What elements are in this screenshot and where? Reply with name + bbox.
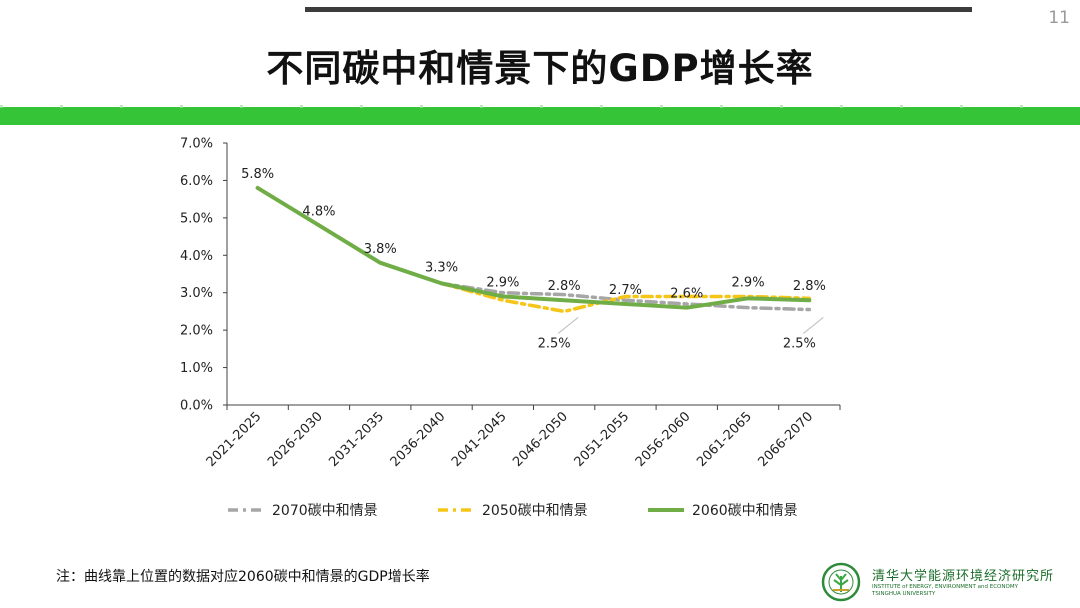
data-label: 2.8% — [548, 279, 581, 294]
data-label: 2.5% — [538, 336, 571, 351]
institution-name-cn: 清华大学能源环境经济研究所 — [872, 569, 1055, 584]
x-tick-label: 2046-2050 — [510, 409, 571, 470]
tsinghua-3e-logo-icon — [821, 562, 861, 602]
y-tick-label: 1.0% — [180, 361, 213, 376]
footnote: 注：曲线靠上位置的数据对应2060碳中和情景的GDP增长率 — [56, 569, 430, 585]
data-label: 2.8% — [793, 279, 826, 294]
institution-name: 清华大学能源环境经济研究所 INSTITUTE of ENERGY, ENVIR… — [872, 565, 1072, 598]
y-tick-label: 4.0% — [180, 249, 213, 264]
series-line-1 — [255, 186, 812, 312]
institution-name-en: INSTITUTE of ENERGY, ENVIRONMENT and ECO… — [872, 584, 1018, 590]
x-tick-label: 2026-2030 — [265, 409, 326, 470]
x-tick-label: 2061-2065 — [694, 409, 755, 470]
y-tick-label: 7.0% — [180, 137, 213, 152]
page-number: 11 — [1048, 8, 1070, 28]
data-label: 5.8% — [241, 167, 274, 182]
legend-label: 2050碳中和情景 — [482, 503, 588, 519]
x-tick-label: 2036-2040 — [388, 409, 449, 470]
data-label: 3.8% — [364, 242, 397, 257]
series-line-3 — [255, 185, 812, 310]
y-tick-label: 5.0% — [180, 211, 213, 226]
slide-title: 不同碳中和情景下的GDP增长率 — [266, 47, 814, 90]
top-decor-bar — [305, 7, 972, 12]
x-tick-label: 2041-2045 — [449, 409, 510, 470]
title-divider-band — [0, 107, 1080, 125]
data-label: 3.3% — [425, 260, 458, 275]
y-tick-label: 2.0% — [180, 324, 213, 339]
x-tick-label: 2051-2055 — [572, 409, 633, 470]
y-tick-label: 6.0% — [180, 174, 213, 189]
legend-label: 2060碳中和情景 — [692, 503, 798, 519]
data-label: 2.6% — [670, 287, 703, 302]
x-tick-label: 2056-2060 — [633, 409, 694, 470]
data-label-leader — [557, 317, 579, 334]
y-tick-label: 3.0% — [180, 286, 213, 301]
data-label: 2.7% — [609, 283, 642, 298]
legend-label: 2070碳中和情景 — [272, 503, 378, 519]
gdp-growth-line-chart: 0.0% 1.0% 2.0% 3.0% 4.0% 5.0% 6.0% 7.0% 2021-202… — [180, 137, 841, 519]
x-tick-label: 2021-2025 — [204, 409, 265, 470]
x-tick-label: 2066-2070 — [755, 409, 816, 470]
data-label: 2.5% — [783, 336, 816, 351]
data-label-leader — [803, 317, 824, 334]
institution-university: TSINGHUA UNIVERSITY — [872, 591, 936, 597]
x-tick-label: 2031-2035 — [326, 409, 387, 470]
divider-highlight — [0, 105, 1080, 108]
data-label: 2.9% — [486, 275, 519, 290]
y-tick-label: 0.0% — [180, 399, 213, 414]
data-label: 4.8% — [302, 204, 335, 219]
data-label: 2.9% — [732, 275, 765, 290]
